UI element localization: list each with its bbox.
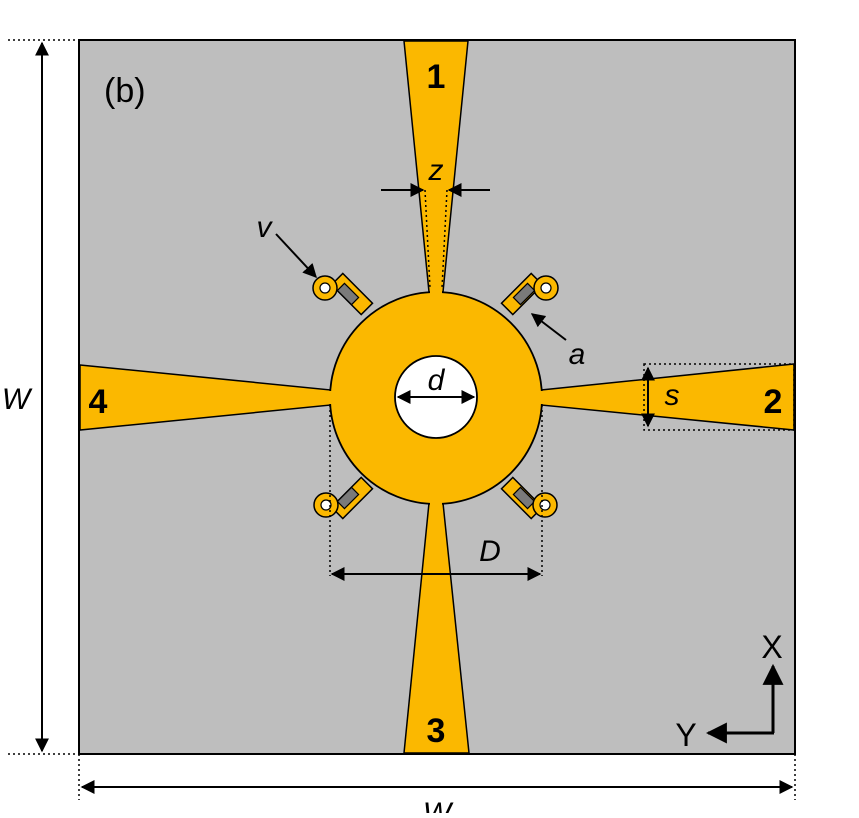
port-4-label: 4 — [89, 383, 108, 421]
v-label: v — [257, 211, 274, 244]
z-guide-right — [441, 189, 448, 289]
via-bottom-right — [500, 476, 558, 520]
v-pointer-arrow — [275, 233, 317, 279]
d-label: d — [428, 364, 446, 397]
via-top-left — [312, 272, 374, 316]
W-left-label: W — [2, 383, 33, 416]
port-3-label: 3 — [427, 712, 446, 750]
z-guide-left — [424, 189, 431, 289]
panel-label: (b) — [104, 72, 146, 110]
via-top-right — [500, 272, 559, 316]
a-pointer-arrow — [530, 313, 567, 341]
x-axis-label: X — [761, 629, 782, 665]
W-bottom-label: W — [423, 797, 454, 813]
port-2-label: 2 — [764, 383, 783, 421]
D-label: D — [479, 535, 501, 568]
y-axis-label: Y — [675, 717, 696, 753]
s-guide-box — [643, 363, 795, 431]
port-1-label: 1 — [427, 58, 446, 96]
s-label: s — [665, 379, 680, 412]
via-bottom-left — [313, 476, 374, 520]
a-label: a — [569, 338, 586, 371]
z-label: z — [428, 154, 444, 187]
